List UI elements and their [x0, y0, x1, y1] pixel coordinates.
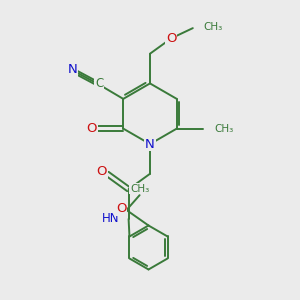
Text: N: N: [145, 138, 155, 151]
Text: O: O: [97, 165, 107, 178]
Text: HN: HN: [102, 212, 119, 226]
Text: O: O: [86, 122, 97, 135]
Text: O: O: [116, 202, 126, 215]
Text: CH₃: CH₃: [130, 184, 149, 194]
Text: O: O: [166, 32, 177, 45]
Text: N: N: [68, 63, 78, 76]
Text: CH₃: CH₃: [203, 22, 223, 32]
Text: CH₃: CH₃: [214, 124, 233, 134]
Text: C: C: [95, 77, 103, 90]
